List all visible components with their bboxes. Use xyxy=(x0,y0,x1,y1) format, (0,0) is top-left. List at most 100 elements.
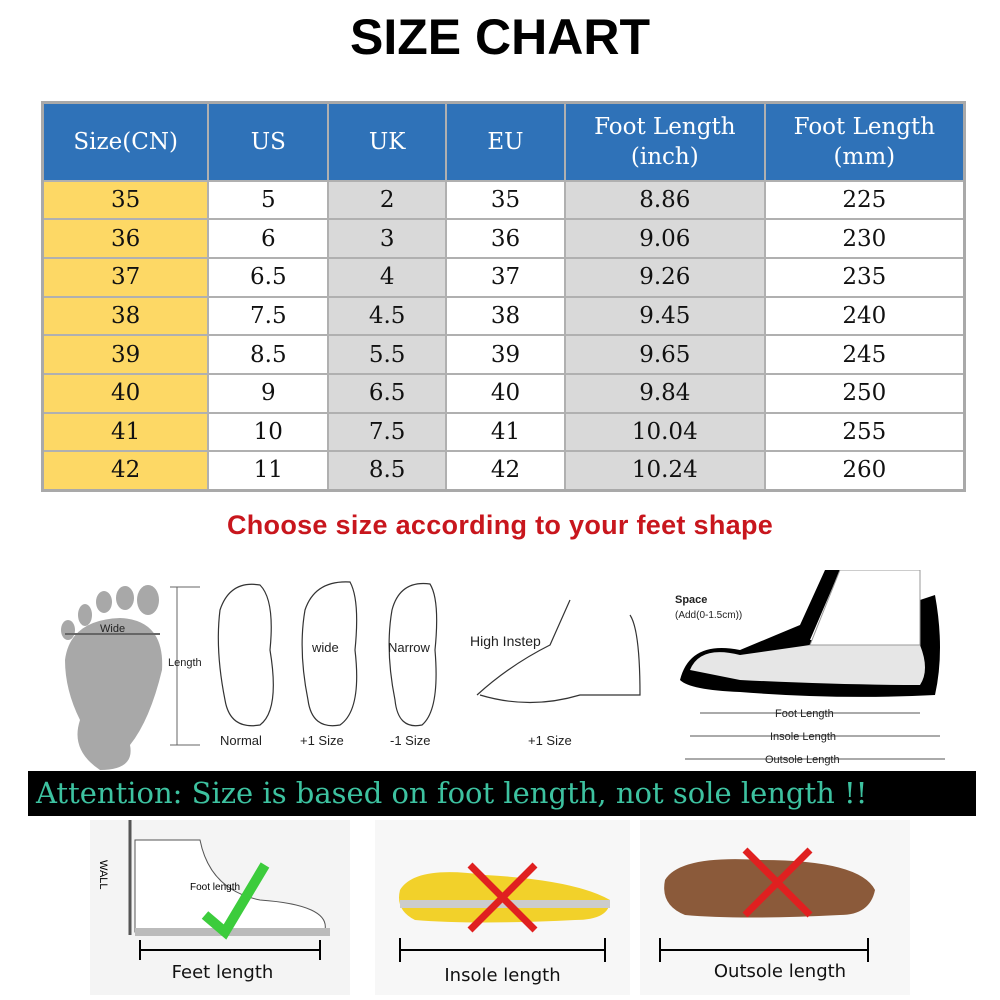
insole-length-label: Insole Length xyxy=(770,731,836,743)
table-cell: 41 xyxy=(41,411,210,453)
table-cell: 11 xyxy=(207,450,330,491)
table-cell: 41 xyxy=(445,411,566,453)
table-cell: 7.5 xyxy=(207,295,330,337)
insole-length-label: Insole length xyxy=(444,965,561,986)
table-cell: 4.5 xyxy=(327,295,448,337)
wall-label: WALL xyxy=(97,860,109,890)
normal-label: Normal xyxy=(220,733,262,748)
table-cell: 6 xyxy=(207,218,330,259)
column-header-text: Size(CN) xyxy=(73,128,178,155)
table-cell: 2 xyxy=(327,179,448,221)
table-cell: 39 xyxy=(445,334,566,375)
space-label: Space xyxy=(675,594,707,606)
table-cell: 9.84 xyxy=(563,372,766,414)
space-add-label: (Add(0-1.5cm)) xyxy=(675,610,742,621)
feet-length-label: Feet length xyxy=(171,962,274,983)
table-cell: 8.5 xyxy=(207,334,330,375)
table-cell: 225 xyxy=(763,179,966,221)
column-header: US xyxy=(207,101,330,182)
attention-banner: Attention: Size is based on foot length,… xyxy=(28,771,976,816)
table-cell: 9.45 xyxy=(563,295,766,337)
column-header: Size(CN) xyxy=(41,101,210,182)
column-header-text: UK xyxy=(368,128,406,155)
table-cell: 245 xyxy=(763,334,966,375)
table-cell: 5 xyxy=(207,179,330,221)
high-instep-label: High Instep xyxy=(470,633,541,649)
table-cell: 39 xyxy=(41,334,210,375)
outsole-length-photo xyxy=(640,820,910,995)
table-cell: 230 xyxy=(763,218,966,259)
feet-length-photo: WALL Foot length xyxy=(90,820,350,995)
table-cell: 3 xyxy=(327,218,448,259)
table-row: 36 6 3 36 9.06 230 xyxy=(41,218,966,259)
table-cell: 7.5 xyxy=(327,411,448,453)
table-cell: 260 xyxy=(763,450,966,491)
foot-shape-illustrations: Wide Length Normal wide +1 Size Narrow -… xyxy=(61,570,945,770)
table-cell: 38 xyxy=(445,295,566,337)
column-header: Foot Length (mm) xyxy=(763,101,966,182)
table-cell: 37 xyxy=(445,256,566,298)
table-row: 42 11 8.5 42 10.24 260 xyxy=(41,450,966,491)
table-cell: 36 xyxy=(41,218,210,259)
table-cell: 35 xyxy=(41,179,210,221)
feet-shape-heading: Choose size according to your feet shape xyxy=(226,510,774,540)
wide-label: Wide xyxy=(100,623,125,635)
foot-outline-icons xyxy=(217,581,641,727)
footprint-icon xyxy=(61,585,163,770)
outsole-length-label: Outsole Length xyxy=(765,754,840,766)
table-cell: 4 xyxy=(327,256,448,298)
page-title: SIZE CHART xyxy=(350,9,650,65)
table-header: Size(CN) US UK EU Foot Length (inch) Foot Leng… xyxy=(41,101,966,182)
minus-one-size-label: -1 Size xyxy=(390,733,430,748)
table-cell: 38 xyxy=(41,295,210,337)
table-cell: 6.5 xyxy=(327,372,448,414)
column-header-text: Foot Length xyxy=(793,113,936,140)
column-header-text: (inch) xyxy=(630,143,699,170)
table-cell: 42 xyxy=(445,450,566,491)
table-cell: 255 xyxy=(763,411,966,453)
length-arrows xyxy=(685,712,945,760)
table-cell: 9.06 xyxy=(563,218,766,259)
narrow-label: Narrow xyxy=(388,640,431,655)
size-table: Size(CN) US UK EU Foot Length (inch) Foot Leng… xyxy=(41,101,966,492)
table-cell: 36 xyxy=(445,218,566,259)
table-cell: 235 xyxy=(763,256,966,298)
column-header-text: Foot Length xyxy=(594,113,736,140)
table-cell: 9.65 xyxy=(563,334,766,375)
insole-length-photo xyxy=(375,820,630,995)
column-header: UK xyxy=(327,101,448,182)
table-cell: 9 xyxy=(207,372,330,414)
instep-size-label: +1 Size xyxy=(528,733,572,748)
column-header: Foot Length (inch) xyxy=(563,101,766,182)
length-label: Length xyxy=(168,657,202,669)
table-cell: 8.5 xyxy=(327,450,448,491)
table-cell: 9.26 xyxy=(563,256,766,298)
wide-foot-label: wide xyxy=(311,640,339,655)
shoe-cross-section-icon xyxy=(680,570,940,697)
outsole-length-label: Outsole length xyxy=(713,961,847,982)
table-cell: 40 xyxy=(41,372,210,414)
table-cell: 10.24 xyxy=(563,450,766,491)
column-header-text: US xyxy=(250,128,286,155)
table-cell: 10.04 xyxy=(563,411,766,453)
table-row: 38 7.5 4.5 38 9.45 240 xyxy=(41,295,966,337)
table-row: 40 9 6.5 40 9.84 250 xyxy=(41,372,966,414)
column-header: EU xyxy=(445,101,566,182)
table-cell: 5.5 xyxy=(327,334,448,375)
table-cell: 8.86 xyxy=(563,179,766,221)
table-cell: 10 xyxy=(207,411,330,453)
table-cell: 6.5 xyxy=(207,256,330,298)
foot-length-label: Foot Length xyxy=(775,708,834,720)
table-cell: 37 xyxy=(41,256,210,298)
table-row: 37 6.5 4 37 9.26 235 xyxy=(41,256,966,298)
table-cell: 40 xyxy=(445,372,566,414)
table-row: 35 5 2 35 8.86 225 xyxy=(41,179,966,221)
table-cell: 42 xyxy=(41,450,210,491)
table-row: 39 8.5 5.5 39 9.65 245 xyxy=(41,334,966,375)
table-cell: 250 xyxy=(763,372,966,414)
foot-length-photo-label: Foot length xyxy=(190,882,240,893)
column-header-text: EU xyxy=(487,128,524,155)
plus-one-size-label: +1 Size xyxy=(300,733,344,748)
table-cell: 240 xyxy=(763,295,966,337)
column-header-text: (mm) xyxy=(833,143,896,170)
